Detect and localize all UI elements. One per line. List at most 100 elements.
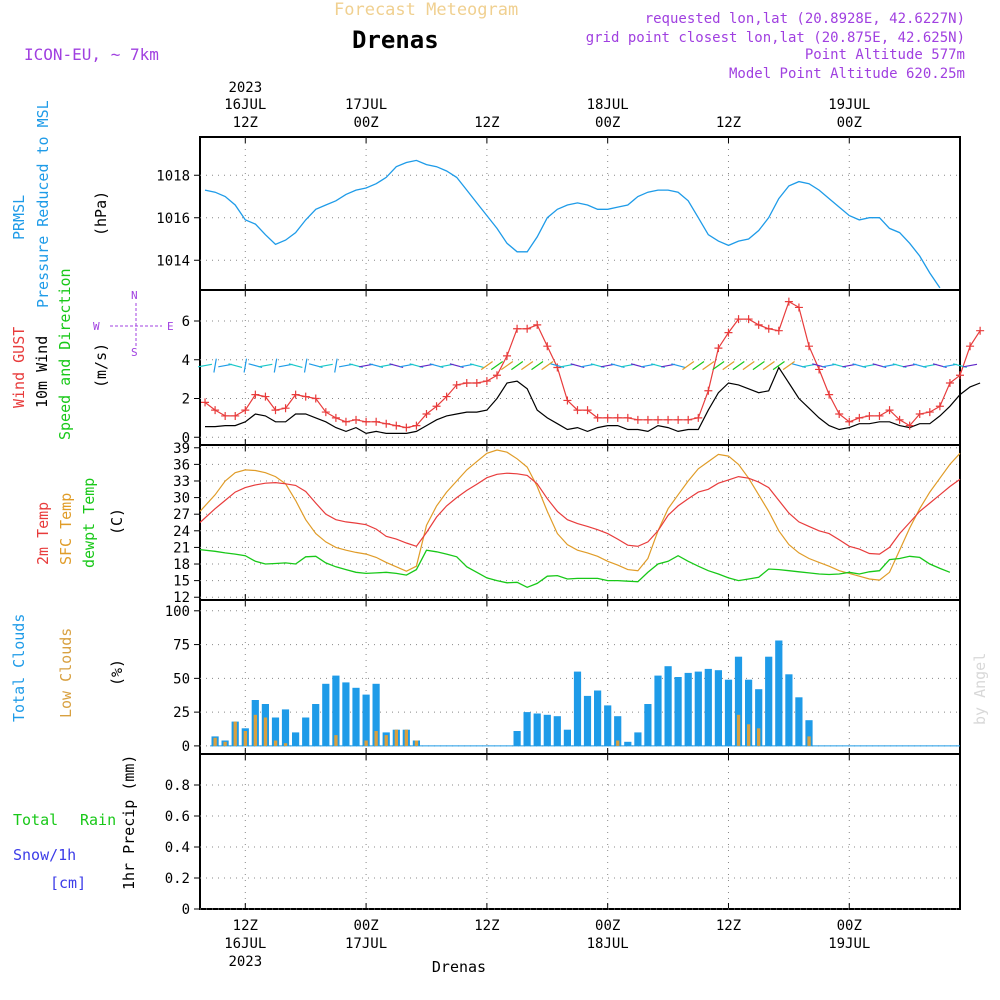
gust-marker-69 [895,415,904,424]
gust-marker-33 [533,320,542,329]
low-cloud-bar-50 [807,736,811,746]
gust-marker-9 [291,390,300,399]
gust-marker-64 [845,417,854,426]
top-hour-3: 00Z [595,115,620,131]
wind-arrow-62 [742,361,755,371]
ytick-label-2-5: 27 [173,507,190,523]
gust-marker-42 [623,413,632,422]
precip-label-rain: Rain [80,811,116,829]
gust-marker-6 [261,392,270,401]
top-date-1: 17JUL [345,97,387,113]
wind-arrow-35 [469,363,484,368]
wind-arrow-17 [288,363,303,368]
total-cloud-bar-50 [805,720,813,746]
wind-arrow-40 [521,361,534,371]
ytick-label-2-7: 33 [173,474,190,490]
gust-marker-39 [593,413,602,422]
ytick-label-2-6: 30 [173,491,190,507]
total-cloud-bar-44 [745,679,753,746]
total-cloud-bar-34 [644,704,652,746]
gust-marker-16 [362,417,371,426]
gust-marker-48 [684,415,693,424]
wind-arrow-56 [682,361,695,371]
low-cloud-bar-12 [334,735,338,746]
ytick-label-3-0: 0 [182,739,190,755]
gust-marker-3 [231,411,240,420]
total-cloud-bar-6 [271,717,280,746]
top-date-5: 19JUL [828,97,870,113]
total-cloud-bar-10 [312,704,320,746]
gust-marker-22 [422,410,431,418]
compass-s: S [131,346,138,359]
total-cloud-bar-47 [775,640,783,746]
gust-marker-1 [211,406,220,415]
gust-marker-4 [241,406,250,415]
precip-panel: 0 0.2 0.4 0.6 0.8 Total Rain Snow/1h [cm] 1h… [13,755,960,918]
ytick-label-3-4: 100 [165,604,190,620]
gust-marker-30 [503,351,512,360]
precip-unit: 1hr Precip (mm) [120,755,138,890]
wind-arrow-59 [712,361,725,371]
gust-marker-62 [825,390,834,399]
gust-marker-13 [331,413,340,422]
wind-arrow-60 [722,361,735,371]
total-cloud-bar-48 [785,674,793,746]
wind-arrow-11 [228,363,243,368]
gust-marker-59 [794,303,803,312]
wind-arrow-84 [963,363,978,368]
gust-marker-32 [523,324,532,333]
low-cloud-bar-15 [364,740,368,746]
temp-label-1: 2m Temp [34,502,52,565]
gust-marker-34 [543,342,552,351]
wind-direction-arrows [197,358,978,373]
gust-marker-26 [462,379,471,387]
gust-marker-76 [966,342,975,351]
ytick-label-0-0: 1014 [156,253,190,269]
temp-unit: (C) [108,508,126,535]
ytick-label-2-9: 39 [173,441,190,457]
low-cloud-bar-18 [394,729,398,746]
point-altitude: Point Altitude 577m [805,47,965,63]
bottom-hour-5: 00Z [837,918,862,934]
gust-marker-20 [402,423,411,432]
bottom-date-3: 18JUL [587,936,629,952]
total-cloud-bar-43 [734,656,743,746]
wind-arrow-66 [782,361,795,371]
ytick-label-4-2: 0.4 [165,840,190,856]
bottom-year-0: 2023 [228,954,262,970]
wind-arrow-8 [197,363,213,368]
wind-arrow-64 [762,361,775,371]
cloud-bars [211,640,813,746]
low-cloud-bar-0 [213,737,217,746]
gust-marker-52 [724,328,733,337]
bottom-time-axis: 12Z 16JUL 2023 00Z 17JUL 12Z 00Z 18JUL 12Z 00Z 19J… [224,918,870,970]
low-cloud-bar-16 [374,731,378,746]
ytick-label-4-3: 0.6 [165,809,190,825]
panel-frame-2 [199,444,961,601]
dewpoint-line [199,548,951,589]
wind-arrow-55 [671,363,686,368]
total-cloud-bar-29 [594,690,602,746]
gust-marker-63 [835,410,844,418]
gust-marker-75 [956,371,964,380]
gust-marker-47 [674,415,683,424]
total-cloud-bar-49 [795,697,803,746]
gust-marker-43 [633,415,642,424]
wind-arrow-61 [732,361,745,371]
total-cloud-bar-25 [553,716,561,746]
gust-marker-8 [281,404,290,413]
bottom-date-0: 16JUL [224,936,266,952]
total-cloud-bar-41 [714,670,722,746]
bottom-hour-2: 12Z [474,918,499,934]
top-hour-4: 12Z [716,115,741,131]
total-cloud-bar-28 [583,695,592,746]
wind-arrow-14 [258,363,273,368]
ytick-label-4-1: 0.2 [165,871,190,887]
wind-arrow-63 [752,361,765,371]
low-cloud-bar-20 [414,740,419,746]
precip-label-snow: Snow/1h [13,846,76,864]
wind-arrow-15 [273,358,278,373]
model-altitude: Model Point Altitude 620.25m [729,66,965,82]
